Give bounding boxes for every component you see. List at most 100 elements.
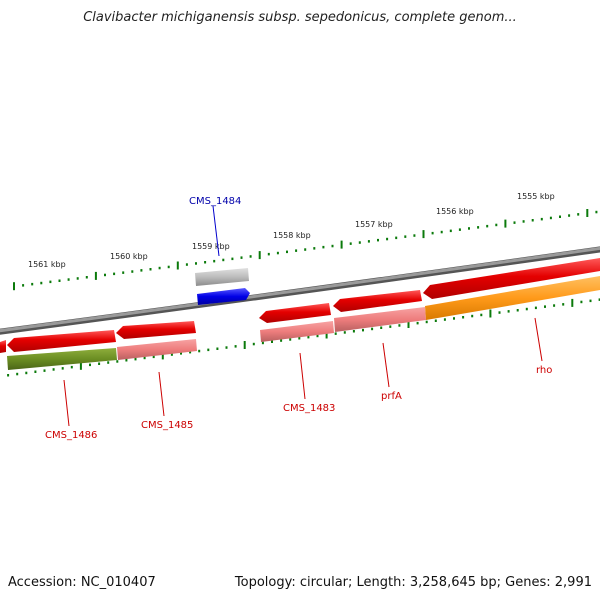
outer-minor-tick — [367, 240, 370, 243]
outer-minor-tick — [31, 282, 34, 286]
outer-minor-tick — [395, 236, 398, 240]
outer-minor-tick — [131, 270, 134, 273]
inner-minor-tick — [480, 313, 483, 317]
accession-text: Accession: NC_010407 — [8, 575, 156, 590]
outer-minor-tick — [568, 214, 571, 217]
scale-label-1557: 1557 kbp — [355, 220, 393, 229]
gene-label-cms1486[interactable]: CMS_1486 — [45, 430, 97, 441]
inner-minor-tick — [316, 334, 319, 338]
inner-minor-tick — [34, 370, 37, 373]
leader-cms1485 — [158, 371, 165, 417]
inner-minor-tick — [298, 337, 301, 340]
outer-minor-tick — [158, 266, 161, 270]
inner-minor-tick — [134, 357, 137, 361]
outer-minor-tick — [559, 215, 561, 218]
inner-minor-tick — [498, 311, 501, 314]
outer-major-tick — [340, 240, 343, 249]
outer-minor-tick — [286, 250, 288, 254]
inner-minor-tick — [180, 352, 182, 355]
inner-minor-tick — [143, 356, 146, 360]
gene-label-cms1483[interactable]: CMS_1483 — [283, 403, 335, 414]
inner-minor-tick — [443, 318, 446, 321]
outer-major-tick — [94, 271, 97, 280]
outer-minor-tick — [440, 230, 443, 234]
inner-major-tick — [571, 298, 574, 307]
label-leaders — [63, 205, 543, 427]
inner-minor-tick — [7, 374, 10, 377]
outer-major-tick — [422, 230, 425, 239]
inner-minor-tick — [43, 369, 46, 372]
inner-minor-tick — [471, 314, 474, 318]
inner-minor-tick — [398, 324, 401, 327]
inner-minor-tick — [434, 319, 437, 322]
inner-major-tick — [243, 341, 246, 349]
gene-cms1483-bar[interactable] — [260, 321, 334, 342]
gene-cms1485-red[interactable] — [116, 321, 196, 339]
scale-label-1556: 1556 kbp — [436, 207, 474, 216]
scale-label-1560: 1560 kbp — [110, 252, 148, 261]
gene-label-rho[interactable]: rho — [536, 365, 552, 376]
outer-minor-tick — [386, 237, 389, 241]
inner-minor-tick — [580, 300, 583, 304]
outer-minor-tick — [404, 235, 407, 238]
outer-minor-tick — [377, 238, 379, 242]
inner-minor-tick — [116, 360, 119, 363]
inner-minor-tick — [207, 348, 210, 352]
map-title: Clavibacter michiganensis subsp. sepedon… — [83, 10, 517, 25]
gene-cms1483-red[interactable] — [259, 303, 331, 323]
outer-minor-tick — [295, 249, 298, 252]
outer-minor-tick — [595, 210, 598, 214]
gene-label-cms1484[interactable]: CMS_1484 — [189, 196, 241, 207]
gene-labels: CMS_1484 CMS_1486 CMS_1485 CMS_1483 prfA… — [45, 196, 552, 441]
gene-rho-bar[interactable] — [425, 276, 600, 320]
outer-minor-tick — [331, 244, 334, 248]
gene-cms1486-red[interactable] — [7, 330, 116, 352]
outer-minor-tick — [122, 271, 125, 274]
gene-cms1484-gray[interactable] — [195, 268, 249, 286]
outer-minor-tick — [431, 231, 434, 235]
gene-cms1485-bar[interactable] — [117, 339, 197, 360]
outer-minor-tick — [477, 226, 480, 229]
gene-prfa-bar[interactable] — [334, 307, 426, 332]
inner-minor-tick — [525, 307, 528, 311]
leader-cms1486 — [63, 379, 70, 427]
gene-rho-red[interactable] — [423, 258, 600, 299]
gene-cms1484-blue[interactable] — [197, 288, 250, 305]
outer-minor-tick — [22, 284, 25, 287]
outer-minor-tick — [222, 258, 225, 262]
gene-prfa-red[interactable] — [333, 290, 422, 312]
outer-minor-tick — [276, 251, 279, 255]
inner-minor-tick — [389, 325, 392, 328]
inner-minor-tick — [544, 305, 546, 308]
inner-minor-tick — [280, 339, 283, 342]
inner-minor-tick — [562, 303, 565, 306]
inner-minor-tick — [307, 335, 310, 339]
outer-major-tick — [258, 251, 261, 260]
inner-minor-tick — [25, 371, 28, 375]
inner-minor-tick — [170, 353, 173, 356]
outer-minor-tick — [495, 223, 498, 227]
outer-minor-tick — [167, 265, 170, 269]
inner-minor-tick — [589, 299, 592, 303]
inner-minor-tick — [289, 338, 292, 341]
inner-major-tick — [161, 351, 164, 360]
outer-minor-tick — [468, 227, 470, 230]
inner-minor-tick — [507, 310, 510, 313]
outer-major-tick — [586, 209, 589, 217]
outer-minor-tick — [358, 241, 361, 244]
inner-minor-tick — [334, 332, 337, 335]
outer-minor-tick — [231, 257, 234, 261]
gene-cms1486-bar[interactable] — [7, 348, 117, 370]
outer-minor-tick — [213, 259, 216, 263]
inner-minor-tick — [89, 363, 91, 367]
gene-label-cms1485[interactable]: CMS_1485 — [141, 420, 193, 431]
inner-minor-tick — [553, 304, 556, 307]
outer-minor-tick — [85, 276, 88, 279]
outer-minor-tick — [267, 252, 270, 256]
outer-minor-tick — [76, 277, 79, 280]
inner-minor-tick — [425, 320, 428, 324]
scale-labels: 1561 kbp 1560 kbp 1559 kbp 1558 kbp 1557… — [28, 192, 555, 269]
gene-label-prfa[interactable]: prfA — [381, 391, 402, 402]
gene-red-left-edge[interactable] — [0, 340, 6, 353]
